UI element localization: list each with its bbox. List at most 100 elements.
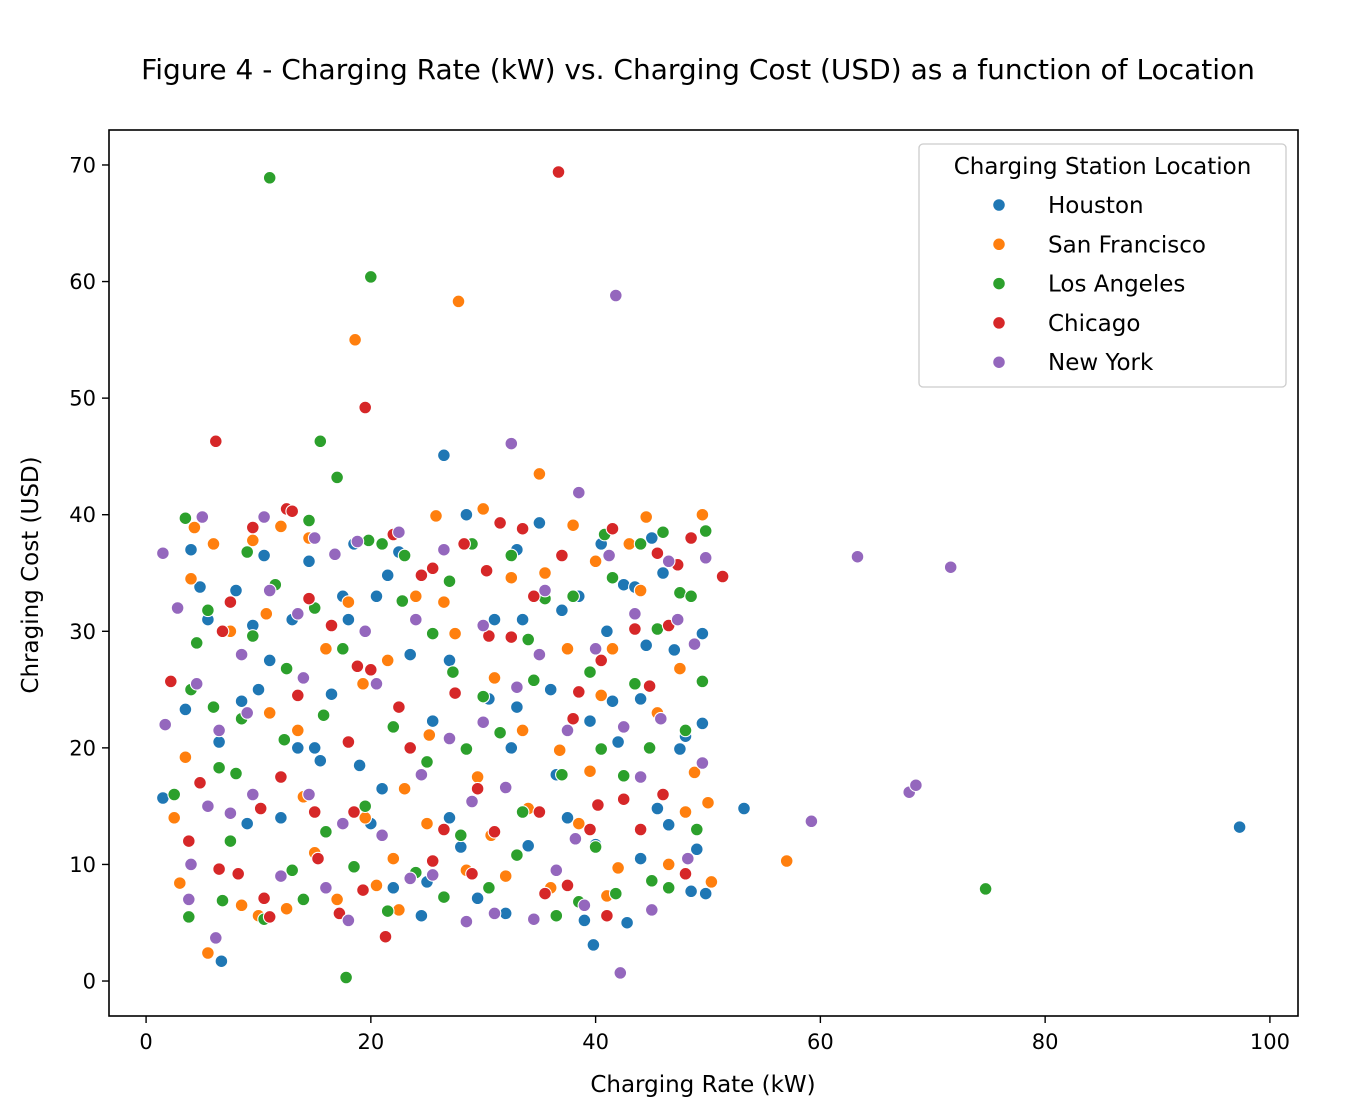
point-new-york-39 [526, 912, 541, 927]
point-chicago-67 [591, 798, 605, 812]
legend-marker-2 [992, 276, 1006, 291]
point-los-angeles-66 [684, 589, 698, 604]
point-los-angeles-52 [583, 665, 597, 679]
point-new-york-67 [240, 706, 255, 720]
point-san-francisco-40 [538, 566, 552, 580]
point-san-francisco-16 [319, 641, 333, 656]
y-tick-label-0: 0 [83, 970, 96, 994]
point-new-york-60 [695, 756, 710, 770]
y-tick-label-3: 30 [69, 620, 96, 644]
point-houston-33 [470, 891, 485, 906]
point-houston-68 [695, 626, 710, 641]
point-chicago-37 [504, 630, 519, 644]
point-new-york-68 [302, 787, 316, 802]
point-new-york-12 [257, 510, 271, 524]
point-san-francisco-33 [476, 502, 491, 516]
point-houston-22 [369, 589, 384, 604]
point-chicago-40 [532, 805, 547, 819]
point-new-york-46 [577, 898, 592, 913]
point-houston-42 [543, 682, 558, 697]
point-new-york-49 [608, 288, 623, 303]
point-new-york-56 [661, 554, 676, 569]
point-new-york-71 [184, 857, 198, 872]
point-houston-5 [214, 954, 229, 969]
point-los-angeles-25 [347, 859, 361, 874]
point-new-york-63 [850, 549, 865, 564]
point-los-angeles-1 [178, 511, 193, 526]
point-san-francisco-26 [420, 816, 434, 831]
legend: Charging Station Location Houston San Fran… [918, 143, 1287, 388]
point-new-york-31 [442, 731, 457, 746]
legend-label-0: Houston [1048, 193, 1144, 219]
point-san-francisco-51 [633, 583, 648, 598]
point-new-york-58 [680, 851, 695, 866]
point-san-francisco-61 [779, 854, 794, 868]
legend-marker-0 [992, 198, 1006, 212]
point-san-francisco-17 [330, 892, 344, 907]
point-houston-15 [302, 554, 316, 569]
point-los-angeles-10 [240, 545, 255, 559]
point-los-angeles-61 [650, 622, 665, 636]
point-los-angeles-77 [642, 741, 657, 755]
point-chicago-31 [457, 537, 471, 551]
point-los-angeles-71 [229, 766, 243, 781]
point-los-angeles-13 [262, 170, 277, 185]
point-houston-63 [667, 643, 682, 657]
point-los-angeles-72 [277, 732, 292, 747]
point-los-angeles-36 [442, 574, 457, 589]
point-san-francisco-23 [386, 851, 401, 866]
point-new-york-0 [156, 546, 170, 561]
point-chicago-2 [193, 775, 207, 790]
point-houston-71 [737, 801, 751, 816]
point-los-angeles-35 [437, 890, 451, 904]
point-san-francisco-60 [704, 875, 719, 889]
point-chicago-28 [425, 854, 440, 868]
point-los-angeles-46 [526, 673, 541, 688]
point-houston-70 [695, 716, 710, 731]
x-tick-label-0: 0 [139, 1030, 152, 1054]
point-los-angeles-33 [420, 755, 434, 769]
point-los-angeles-43 [504, 548, 519, 563]
point-san-francisco-54 [661, 857, 676, 872]
point-los-angeles-44 [510, 848, 524, 862]
point-chicago-46 [571, 685, 586, 699]
point-chicago-29 [437, 822, 451, 837]
point-los-angeles-18 [302, 513, 316, 528]
point-new-york-9 [223, 806, 238, 821]
y-tick-label-2: 20 [69, 736, 96, 760]
point-chicago-18 [341, 735, 356, 749]
point-san-francisco-2 [184, 571, 198, 586]
point-los-angeles-15 [279, 661, 294, 676]
point-los-angeles-73 [361, 533, 376, 548]
point-new-york-29 [425, 868, 440, 882]
point-chicago-19 [347, 805, 361, 819]
point-houston-46 [577, 913, 592, 928]
point-los-angeles-50 [566, 589, 580, 604]
point-new-york-5 [195, 510, 210, 524]
point-new-york-24 [369, 676, 384, 691]
point-san-francisco-7 [234, 898, 249, 913]
x-tick-label-5: 100 [1250, 1030, 1290, 1054]
point-san-francisco-10 [262, 706, 277, 720]
point-houston-20 [352, 758, 367, 773]
point-san-francisco-13 [290, 723, 305, 738]
legend-marker-3 [992, 316, 1006, 330]
point-los-angeles-65 [678, 723, 693, 738]
point-los-angeles-7 [212, 760, 226, 775]
point-los-angeles-80 [316, 708, 331, 723]
point-new-york-34 [476, 618, 491, 633]
point-houston-52 [605, 694, 620, 709]
point-los-angeles-70 [978, 882, 993, 896]
point-new-york-43 [560, 723, 575, 738]
point-san-francisco-12 [279, 901, 294, 916]
point-houston-79 [341, 612, 356, 627]
point-new-york-16 [296, 671, 311, 685]
point-san-francisco-45 [583, 764, 597, 779]
point-new-york-51 [616, 720, 631, 734]
point-los-angeles-45 [521, 632, 536, 647]
point-san-francisco-63 [259, 606, 274, 621]
point-los-angeles-11 [245, 629, 260, 643]
point-san-francisco-29 [448, 626, 462, 641]
point-chicago-8 [257, 891, 271, 906]
point-chicago-5 [223, 595, 238, 609]
